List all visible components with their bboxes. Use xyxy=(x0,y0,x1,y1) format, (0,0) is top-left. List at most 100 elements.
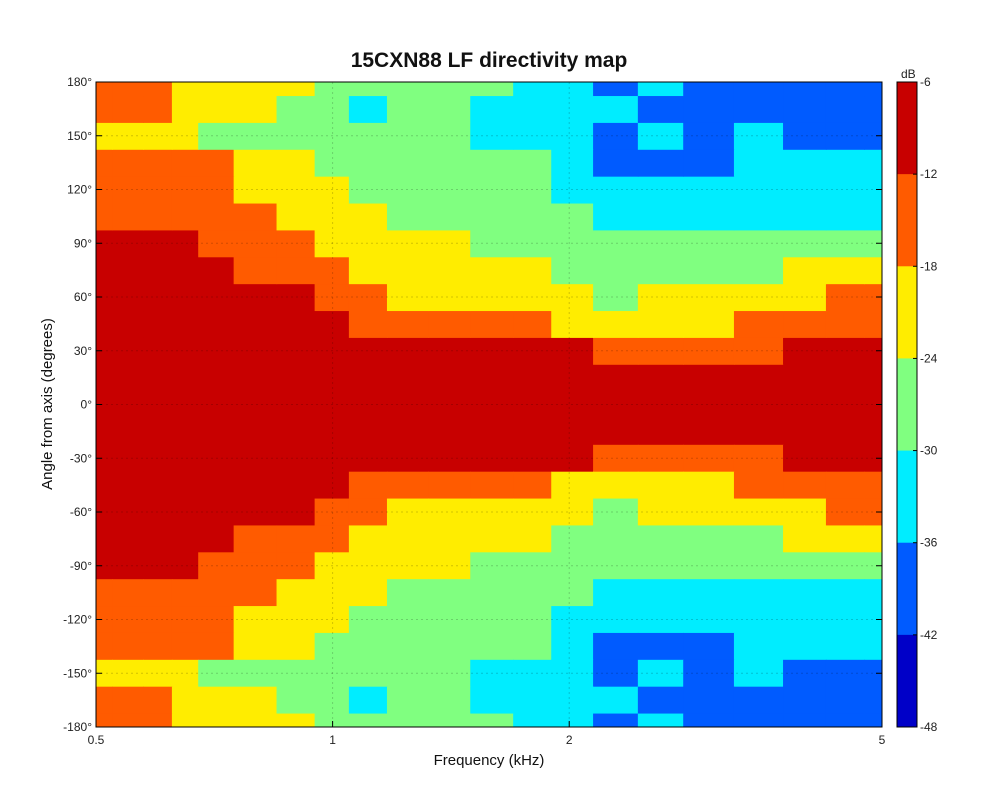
heatmap-cell xyxy=(513,283,552,312)
heatmap-cell xyxy=(171,283,199,312)
heatmap-cell xyxy=(637,256,684,285)
y-axis-ticks: 180° 150° 120° 90° 60° 30° 0° -30° -60° -90° -120°… xyxy=(63,75,882,734)
heatmap-cell xyxy=(348,149,388,177)
heatmap-cell xyxy=(386,552,429,580)
heatmap-cell xyxy=(112,417,144,446)
heatmap-cell xyxy=(96,404,113,419)
heatmap-cell xyxy=(348,417,388,446)
heatmap-cell xyxy=(348,283,388,312)
heatmap-cell xyxy=(551,498,594,527)
heatmap-cell xyxy=(637,149,684,177)
heatmap-cell xyxy=(233,337,278,365)
heatmap-cell xyxy=(386,404,429,419)
heatmap-cell xyxy=(428,283,471,312)
heatmap-cell xyxy=(593,95,639,123)
heatmap-cell xyxy=(428,95,471,123)
heatmap-cell xyxy=(386,444,429,473)
heatmap-cell xyxy=(593,82,639,97)
heatmap-cell xyxy=(593,579,639,607)
heatmap-cell xyxy=(593,525,639,553)
heatmap-cell xyxy=(864,713,882,727)
heatmap-cell xyxy=(348,404,388,419)
heatmap-cell xyxy=(470,256,514,285)
heatmap-cell xyxy=(386,579,429,607)
heatmap-cell xyxy=(198,579,235,607)
heatmap-cell xyxy=(348,659,388,688)
heatmap-cell xyxy=(783,337,827,365)
heatmap-cell xyxy=(428,404,471,419)
heatmap-cell xyxy=(428,444,471,473)
heatmap-cell xyxy=(233,404,278,419)
heatmap-cell xyxy=(593,659,639,688)
y-tick-label: 120° xyxy=(67,183,92,197)
heatmap-cell xyxy=(513,444,552,473)
heatmap-cell xyxy=(386,659,429,688)
heatmap-cell xyxy=(314,659,350,688)
heatmap-cell xyxy=(171,122,199,150)
heatmap-cell xyxy=(112,176,144,204)
heatmap-cell xyxy=(825,632,865,661)
heatmap-cell xyxy=(825,713,865,727)
heatmap-cell xyxy=(276,525,316,553)
heatmap-cell xyxy=(551,686,594,715)
heatmap-cell xyxy=(470,686,514,715)
heatmap-cell xyxy=(593,471,639,500)
heatmap-cell xyxy=(637,229,684,258)
heatmap-cell xyxy=(96,229,113,258)
heatmap-cell xyxy=(171,525,199,553)
heatmap-cell xyxy=(198,310,235,338)
heatmap-cell xyxy=(593,391,639,406)
colorbar-tick-label: -36 xyxy=(920,536,938,550)
heatmap-cell xyxy=(276,498,316,527)
heatmap-cell xyxy=(276,391,316,406)
heatmap-cell xyxy=(171,176,199,204)
heatmap-cell xyxy=(783,471,827,500)
heatmap-cell xyxy=(233,632,278,661)
heatmap-cell xyxy=(733,659,784,688)
heatmap-cell xyxy=(171,632,199,661)
heatmap-cell xyxy=(348,471,388,500)
heatmap-cell xyxy=(276,337,316,365)
heatmap-cell xyxy=(314,229,350,258)
plot-area xyxy=(96,82,882,727)
heatmap-cell xyxy=(637,364,684,392)
heatmap-cell xyxy=(112,444,144,473)
y-tick-label: -90° xyxy=(70,559,92,573)
heatmap-cell xyxy=(593,283,639,312)
heatmap-cell xyxy=(637,444,684,473)
heatmap-cell xyxy=(276,404,316,419)
heatmap-cell xyxy=(233,283,278,312)
heatmap-cell xyxy=(233,444,278,473)
heatmap-cell xyxy=(276,149,316,177)
heatmap-cell xyxy=(470,391,514,406)
heatmap-cell xyxy=(198,229,235,258)
heatmap-cell xyxy=(386,122,429,150)
heatmap-cell xyxy=(428,310,471,338)
heatmap-cell xyxy=(112,391,144,406)
heatmap-cell xyxy=(513,364,552,392)
heatmap-cell xyxy=(314,498,350,527)
heatmap-cell xyxy=(276,686,316,715)
heatmap-cell xyxy=(428,149,471,177)
heatmap-cell xyxy=(112,364,144,392)
colorbar-band xyxy=(897,174,917,267)
heatmap-cell xyxy=(112,229,144,258)
heatmap-cell xyxy=(683,229,735,258)
x-tick-label: 2 xyxy=(566,733,573,747)
heatmap-cell xyxy=(470,310,514,338)
heatmap-cell xyxy=(513,337,552,365)
heatmap-cell xyxy=(112,686,144,715)
colorbar-tick-label: -30 xyxy=(920,444,938,458)
heatmap-cell xyxy=(314,444,350,473)
heatmap-cell xyxy=(733,471,784,500)
heatmap-cell xyxy=(428,256,471,285)
heatmap-cell xyxy=(470,498,514,527)
heatmap-cell xyxy=(171,606,199,634)
heatmap-cell xyxy=(470,404,514,419)
heatmap-cell xyxy=(386,498,429,527)
heatmap-cell xyxy=(864,256,882,285)
heatmap-cell xyxy=(314,202,350,231)
heatmap-cell xyxy=(683,606,735,634)
heatmap-cell xyxy=(233,498,278,527)
heatmap-cell xyxy=(825,176,865,204)
